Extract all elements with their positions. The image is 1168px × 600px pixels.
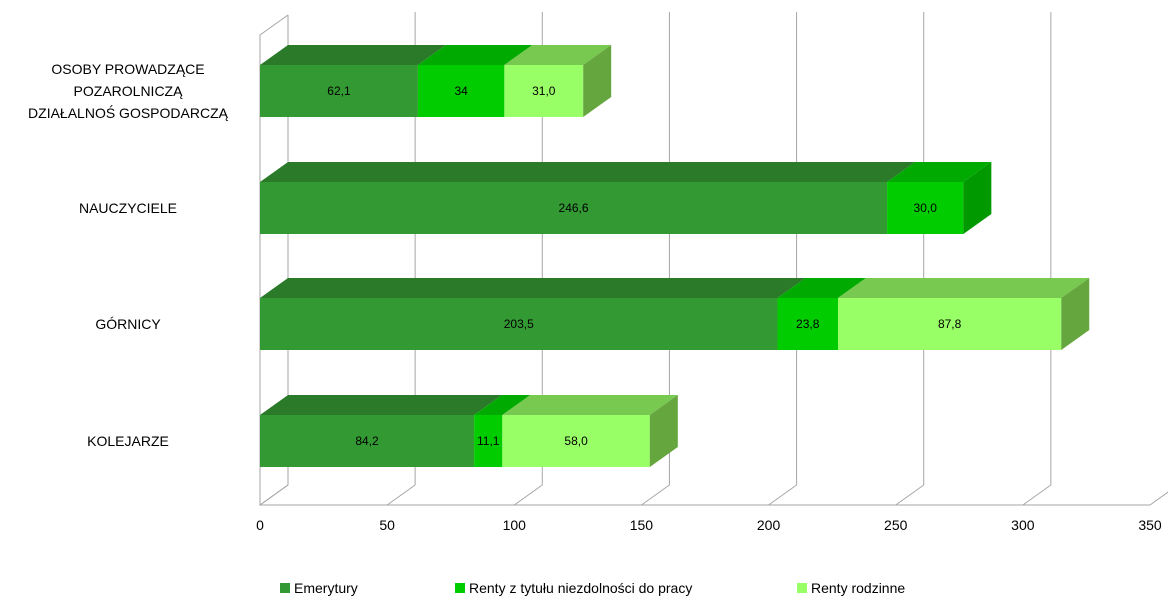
bars (260, 45, 1090, 467)
x-tick-label: 150 (630, 517, 654, 533)
bar-segment (502, 395, 678, 467)
bar-front (474, 415, 503, 467)
bar-side (583, 45, 612, 117)
bar-top (260, 162, 916, 182)
bar-front (260, 298, 778, 350)
bar-top (474, 395, 531, 415)
bar-segment (777, 278, 866, 350)
bar-front (837, 298, 1062, 350)
floor-gridline (1149, 491, 1168, 506)
data-label: 11,1 (477, 434, 500, 448)
x-tick-label: 300 (1011, 517, 1035, 533)
legend-swatch (797, 583, 807, 593)
floor-gridline (513, 484, 543, 506)
bar-segment (417, 45, 533, 117)
bar-top (417, 45, 533, 65)
bar-segment (504, 45, 612, 117)
bar-side (649, 395, 678, 467)
bar-top (887, 162, 992, 182)
x-tick-label: 0 (256, 517, 264, 533)
bar-segment (837, 278, 1090, 350)
floor-gridline (1022, 484, 1052, 506)
category-label: GÓRNICY (95, 316, 161, 332)
bar-top (837, 278, 1090, 298)
legend-swatch (455, 583, 465, 593)
bar-segment (260, 395, 503, 467)
category-label: DZIAŁALNOŚ GOSPODARCZĄ (28, 104, 229, 121)
data-label: 23,8 (796, 317, 820, 331)
data-label: 30,0 (914, 201, 938, 215)
data-label: 34 (454, 84, 468, 98)
floor-gridline (895, 484, 925, 506)
bar-front (260, 415, 475, 467)
data-label: 58,0 (564, 434, 588, 448)
bar-top (260, 395, 503, 415)
bar-front (260, 182, 888, 234)
bar-top (260, 45, 446, 65)
data-label: 87,8 (938, 317, 962, 331)
bar-segment (260, 45, 446, 117)
legend-label: Emerytury (294, 580, 358, 596)
category-label: OSOBY PROWADZĄCE (51, 61, 204, 77)
bar-segment (474, 395, 531, 467)
data-label: 246,6 (559, 201, 589, 215)
x-tick-label: 100 (503, 517, 527, 533)
bar-top (502, 395, 678, 415)
floor-gridline (386, 484, 416, 506)
legend-label: Renty z tytułu niezdolności do pracy (469, 580, 692, 596)
bar-front (777, 298, 838, 350)
bar-side (1061, 278, 1090, 350)
data-label: 84,2 (355, 434, 379, 448)
x-tick-label: 350 (1138, 517, 1162, 533)
bar-segment (260, 278, 806, 350)
bar-top (777, 278, 866, 298)
bar-front (887, 182, 964, 234)
legend-swatch (280, 583, 290, 593)
x-tick-label: 200 (757, 517, 781, 533)
bar-front (502, 415, 650, 467)
floor-gridline (641, 484, 670, 506)
bar-front (504, 65, 584, 117)
bar-top (260, 278, 806, 298)
category-label: NAUCZYCIELE (79, 200, 177, 216)
data-label: 203,5 (504, 317, 534, 331)
legend-item: Renty z tytułu niezdolności do pracy (455, 580, 692, 596)
bar-top (504, 45, 612, 65)
category-label: KOLEJARZE (87, 433, 169, 449)
bar-segment (887, 162, 992, 234)
legend-item: Renty rodzinne (797, 580, 905, 596)
grid (259, 12, 1168, 506)
x-tick-label: 250 (884, 517, 908, 533)
legend: Emerytury Renty z tytułu niezdolności do … (280, 580, 905, 596)
labels: 0 50 100 150 200 250 300 350 62,1 34 31,0 OSOBY PRO… (28, 61, 1162, 533)
bar-side (963, 162, 992, 234)
bar-segment (260, 162, 916, 234)
x-tick-label: 50 (379, 517, 395, 533)
bar-front (260, 65, 418, 117)
legend-label: Renty rodzinne (811, 580, 905, 596)
category-label: POZAROLNICZĄ (74, 83, 184, 99)
data-label: 31,0 (532, 84, 556, 98)
data-label: 62,1 (327, 84, 351, 98)
floor-gridline (768, 484, 797, 506)
legend-item: Emerytury (280, 580, 358, 596)
floor-gridline (259, 484, 289, 506)
bar-front (417, 65, 505, 117)
